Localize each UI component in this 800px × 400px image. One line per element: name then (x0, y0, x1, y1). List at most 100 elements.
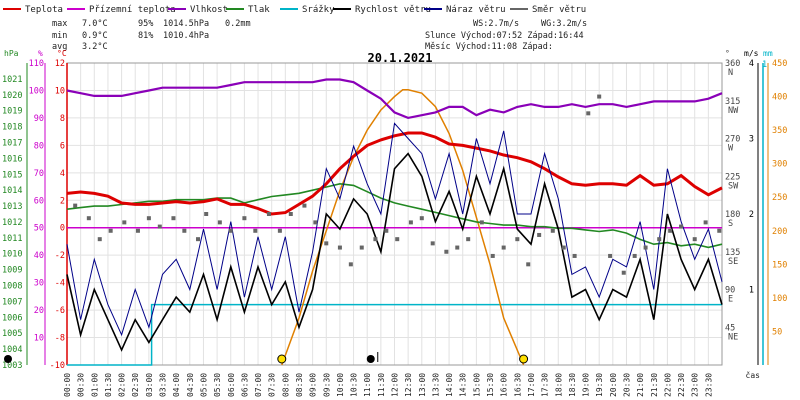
stat-avg-label: avg (52, 42, 67, 52)
series-teplota (66, 131, 723, 216)
tick-x-13: 06:30 (240, 373, 249, 397)
tick-pct-80: 80 (34, 141, 44, 151)
point-wind-dir (324, 241, 329, 246)
grid (66, 62, 723, 366)
legend: Teplota Přízemní teplota Vlhkost Tlak Srážky… (3, 5, 586, 15)
tick-hpa-1011: 1011 (2, 234, 22, 244)
tick-x-17: 08:30 (295, 373, 304, 397)
stat-moon: Měsíc Východ:11:08 Západ: (425, 42, 553, 52)
tick-x-45: 22:30 (677, 373, 686, 397)
point-wind-dir (266, 212, 271, 216)
point-wind-dir (408, 220, 413, 225)
tick-pct-110: 110 (29, 59, 44, 69)
tick-pct-10: 10 (34, 334, 44, 344)
point-wind-dir (621, 270, 626, 275)
tick-x-6: 03:00 (145, 373, 154, 397)
tick-sun-200: 200 (772, 227, 787, 237)
tick-pct-100: 100 (29, 86, 44, 96)
tick-hpa-1005: 1005 (2, 329, 22, 339)
tick-hpa-1018: 1018 (2, 123, 22, 133)
axis-hpa-unit: hPa (4, 49, 19, 58)
tick-dir-135: 135 (725, 248, 740, 258)
point-wind-dir (348, 262, 353, 267)
tick-c--6: -6 (55, 306, 65, 316)
legend-label-6: Náraz větru (446, 5, 506, 15)
tick-hpa-1017: 1017 (2, 138, 22, 148)
tick-x-3: 01:30 (104, 373, 113, 397)
tick-hpa-1013: 1013 (2, 202, 22, 212)
tick-sun-450: 450 (772, 59, 787, 69)
stat-avg-temp: 3.2°C (82, 42, 108, 52)
tick-x-47: 23:30 (704, 373, 713, 397)
tick-dir-lbl-360: N (728, 68, 733, 78)
point-wind-dir (703, 220, 708, 225)
point-wind-dir (277, 228, 282, 233)
point-wind-dir (384, 228, 389, 233)
tick-hpa-1009: 1009 (2, 266, 22, 276)
point-wind-dir (466, 237, 471, 242)
legend-label-2: Vlhkost (190, 5, 228, 15)
point-wind-dir (717, 228, 722, 233)
point-wind-dir (679, 224, 684, 229)
tick-c--4: -4 (55, 279, 65, 289)
point-wind-dir (608, 253, 613, 258)
tick-hpa-1016: 1016 (2, 154, 22, 164)
tick-mm-1: 1 (762, 60, 767, 70)
tick-x-24: 12:00 (391, 373, 400, 397)
point-wind-dir (97, 237, 102, 242)
series-tlak (66, 182, 723, 249)
axis-dir-unit: ° (725, 49, 730, 58)
tick-c--10: -10 (50, 361, 65, 371)
point-wind-dir (455, 245, 460, 250)
point-wind-dir (586, 111, 591, 116)
tick-hpa-1021: 1021 (2, 75, 22, 85)
point-wind-dir (217, 220, 222, 225)
point-wind-dir (157, 224, 162, 229)
tick-dir-lbl-270: W (728, 144, 734, 154)
tick-dir-360: 360 (725, 59, 740, 69)
point-wind-dir (550, 228, 555, 233)
tick-sun-350: 350 (772, 126, 787, 136)
point-wind-dir (302, 203, 307, 208)
point-wind-dir (337, 245, 342, 250)
tick-x-4: 02:00 (118, 373, 127, 397)
tick-x-34: 17:00 (527, 373, 536, 397)
point-wind-dir (526, 262, 531, 267)
point-wind-dir (501, 245, 506, 250)
tick-x-7: 03:30 (159, 373, 168, 397)
tick-x-29: 14:30 (459, 373, 468, 397)
tick-hpa-1019: 1019 (2, 107, 22, 117)
tick-dir-lbl-45: NE (728, 332, 738, 342)
legend-label-7: Směr větru (532, 5, 586, 15)
tick-x-23: 11:30 (377, 373, 386, 397)
tick-x-0: 00:00 (63, 373, 72, 397)
tick-x-12: 06:00 (227, 373, 236, 397)
legend-label-5: Rychlost větru (355, 5, 431, 15)
point-wind-dir (657, 237, 662, 242)
axis-pct-unit: % (38, 49, 43, 58)
point-wind-dir (632, 253, 637, 258)
point-wind-dir (171, 216, 176, 221)
point-wind-dir (572, 253, 577, 258)
tick-x-38: 19:00 (582, 373, 591, 397)
point-wind-dir (204, 212, 209, 216)
stats-panel: max 7.0°C 95% 1014.5hPa 0.2mm min 0.9°C … (52, 19, 587, 52)
tick-x-1: 00:30 (77, 373, 86, 397)
tick-x-39: 19:30 (595, 373, 604, 397)
tick-ms-3: 3 (749, 135, 754, 145)
stat-min-press: 1010.4hPa (163, 31, 209, 41)
tick-c-0: 0 (60, 224, 65, 234)
tick-x-43: 21:30 (650, 373, 659, 397)
axis-c-unit: °C (57, 49, 67, 58)
point-wind-dir (490, 253, 495, 258)
point-wind-dir (122, 220, 127, 225)
tick-ms-1: 1 (749, 286, 754, 296)
point-wind-dir (313, 220, 318, 225)
tick-pct-70: 70 (34, 169, 44, 179)
stat-max-label: max (52, 19, 67, 29)
tick-pct-20: 20 (34, 306, 44, 316)
point-wind-dir (196, 237, 200, 242)
tick-ms-4: 4 (749, 59, 754, 69)
stat-max-rain: 0.2mm (225, 19, 251, 29)
